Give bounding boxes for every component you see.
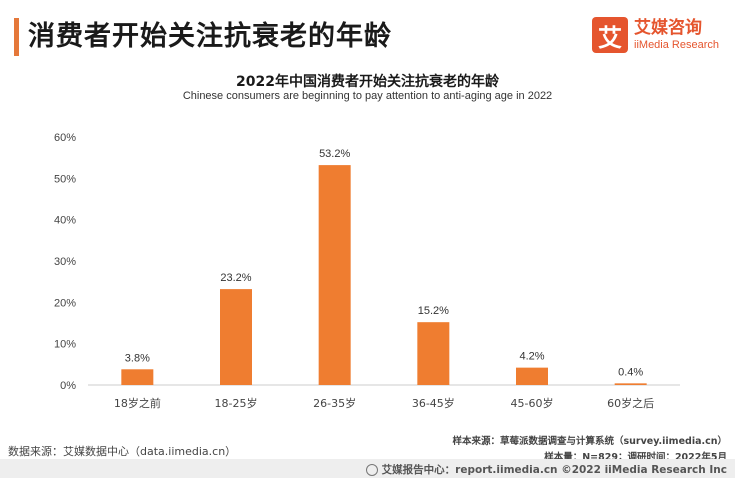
brand-logo: 艾 艾媒咨询 iiMedia Research: [592, 17, 719, 53]
data-label: 4.2%: [519, 351, 544, 363]
y-tick-label: 30%: [54, 256, 76, 268]
x-tick-label: 45-60岁: [511, 396, 554, 410]
data-label: 23.2%: [220, 272, 251, 284]
bar: [614, 383, 647, 385]
bar: [516, 367, 548, 385]
bar: [318, 165, 351, 385]
chart-title: 2022年中国消费者开始关注抗衰老的年龄: [236, 74, 499, 90]
y-tick-label: 50%: [54, 173, 76, 185]
x-tick-label: 26-35岁: [313, 396, 356, 410]
y-tick-label: 20%: [54, 297, 76, 309]
sample-size: 样本量：N=829；调研时间：2022年5月: [544, 452, 727, 463]
y-tick-label: 60%: [54, 132, 76, 144]
data-label: 0.4%: [618, 366, 643, 378]
data-source: 数据来源：艾媒数据中心（data.iimedia.cn）: [8, 445, 237, 458]
x-tick-label: 18-25岁: [215, 396, 258, 410]
page-title: 消费者开始关注抗衰老的年龄: [28, 21, 392, 52]
x-tick-label: 60岁之后: [607, 396, 654, 410]
bar: [417, 322, 450, 385]
sample-info: 样本来源：草莓派数据调查与计算系统（survey.iimedia.cn） 样本量…: [453, 434, 728, 466]
logo-mark-icon: 艾: [592, 17, 629, 53]
logo-cn-text: 艾媒咨询: [634, 18, 703, 38]
x-tick-label: 36-45岁: [412, 396, 455, 410]
bar: [220, 289, 252, 385]
footer-bar: 艾媒报告中心：report.iimedia.cn ©2022 iiMedia R…: [0, 459, 735, 478]
data-label: 53.2%: [319, 148, 350, 160]
y-tick-label: 0%: [60, 380, 76, 392]
data-label: 3.8%: [125, 352, 150, 364]
title-accent-bar: [14, 18, 19, 56]
bar: [121, 369, 154, 385]
sample-source: 样本来源：草莓派数据调查与计算系统（survey.iimedia.cn）: [452, 436, 728, 447]
data-label: 15.2%: [418, 305, 449, 317]
chart-subtitle: Chinese consumers are beginning to pay a…: [182, 90, 553, 102]
y-tick-label: 40%: [54, 215, 76, 227]
report-center-icon: [365, 463, 378, 476]
report-center-text: 艾媒报告中心：report.iimedia.cn ©2022 iiMedia R…: [381, 464, 727, 476]
x-tick-label: 18岁之前: [114, 396, 161, 410]
y-tick-label: 10%: [54, 339, 76, 351]
logo-en-text: iiMedia Research: [634, 39, 719, 51]
